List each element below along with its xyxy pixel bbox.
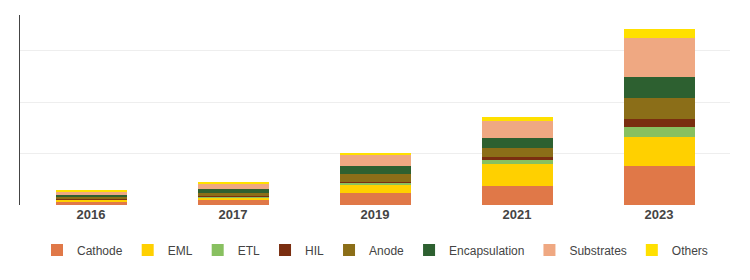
- svg-text:EML: EML: [168, 244, 193, 258]
- svg-text:Encapsulation: Encapsulation: [449, 244, 524, 258]
- svg-text:2023: 2023: [645, 207, 674, 222]
- svg-text:Substrates: Substrates: [569, 244, 626, 258]
- svg-text:2016: 2016: [77, 207, 106, 222]
- svg-text:Others: Others: [672, 244, 708, 258]
- svg-text:2019: 2019: [361, 207, 390, 222]
- svg-text:2017: 2017: [219, 207, 248, 222]
- svg-text:HIL: HIL: [305, 244, 324, 258]
- svg-text:Cathode: Cathode: [77, 244, 123, 258]
- svg-text:Anode: Anode: [369, 244, 404, 258]
- svg-text:2021: 2021: [503, 207, 532, 222]
- svg-text:ETL: ETL: [238, 244, 260, 258]
